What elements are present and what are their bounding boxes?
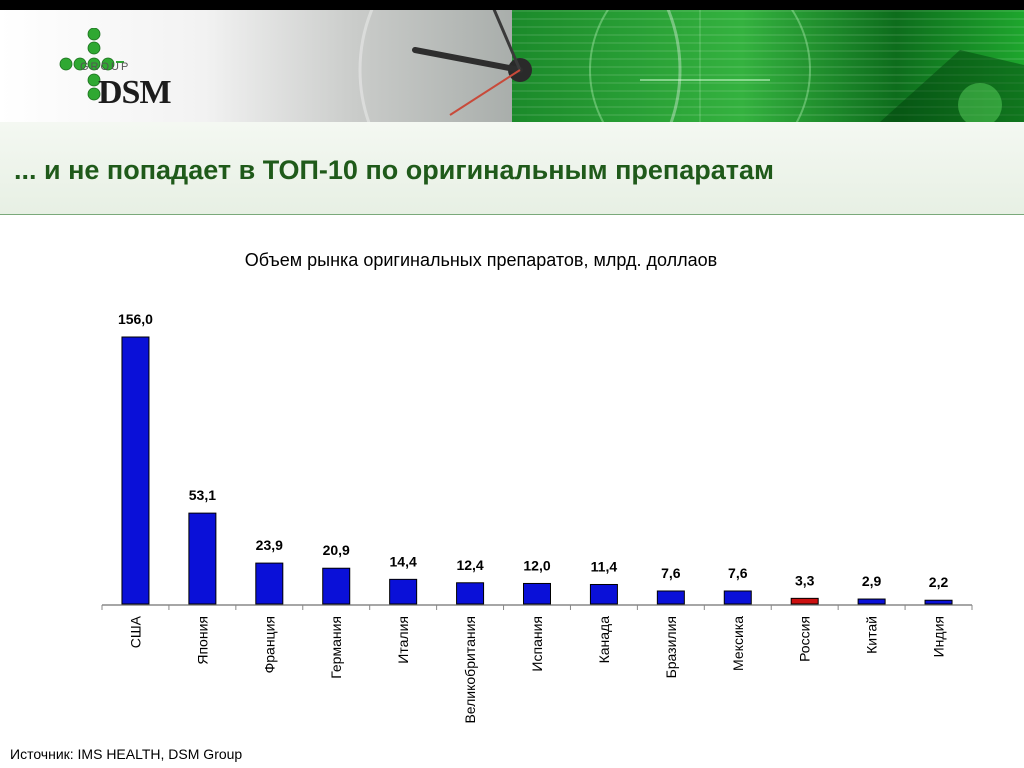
category-label-6: Великобритания (462, 616, 478, 724)
data-label-7: 12,0 (523, 557, 550, 573)
data-label-1: 156,0 (118, 311, 153, 327)
data-label-12: 2,9 (862, 573, 882, 589)
category-label-7: Испания (529, 616, 545, 672)
data-label-9: 7,6 (661, 565, 681, 581)
category-label-2: Япония (194, 616, 210, 665)
dsm-logo (54, 28, 214, 118)
data-label-3: 23,9 (256, 537, 283, 553)
category-label-11: Россия (797, 616, 813, 662)
logo-brand-text: DSM (98, 74, 172, 111)
source-note: Источник: IMS HEALTH, DSM Group (10, 746, 243, 762)
bar-9 (656, 590, 685, 605)
banner-right-panel (512, 10, 1024, 122)
bar-6 (456, 582, 485, 605)
category-label-12: Китай (864, 616, 880, 654)
bar-12 (857, 598, 886, 605)
chart-title: Объем рынка оригинальных препаратов, млр… (244, 250, 718, 270)
category-label-5: Италия (395, 616, 411, 664)
bar-3 (255, 562, 284, 605)
data-label-6: 12,4 (456, 557, 483, 573)
data-label-4: 20,9 (323, 542, 350, 558)
data-label-2: 53,1 (189, 487, 216, 503)
bar-13 (924, 599, 953, 605)
top-black-bar (0, 0, 1024, 10)
data-label-5: 14,4 (390, 553, 417, 569)
bar-7 (523, 582, 551, 605)
data-label-11: 3,3 (795, 572, 815, 588)
bar-10 (723, 590, 752, 605)
clock-decoration (358, 10, 1024, 122)
category-label-4: Германия (328, 616, 344, 679)
category-label-13: Индия (931, 616, 947, 657)
category-label-8: Канада (596, 616, 612, 664)
title-band (0, 122, 1024, 215)
category-label-3: Франция (261, 616, 277, 673)
bar-5 (389, 578, 418, 605)
data-label-13: 2,2 (929, 574, 949, 590)
bar-8 (589, 583, 618, 605)
bar-11 (790, 597, 819, 605)
data-label-8: 11,4 (591, 558, 618, 574)
bar-4 (322, 567, 351, 605)
category-label-9: Бразилия (663, 616, 679, 678)
bar-1 (121, 336, 150, 605)
category-label-10: Мексика (730, 616, 746, 671)
logo-group-text: GROUP (80, 61, 131, 73)
category-label-1: США (127, 615, 143, 648)
bar-2 (188, 512, 217, 605)
data-label-10: 7,6 (728, 565, 748, 581)
page-title: ... и не попадает в ТОП-10 по оригинальн… (14, 155, 774, 185)
header-banner: GROUP DSM (0, 10, 1024, 122)
